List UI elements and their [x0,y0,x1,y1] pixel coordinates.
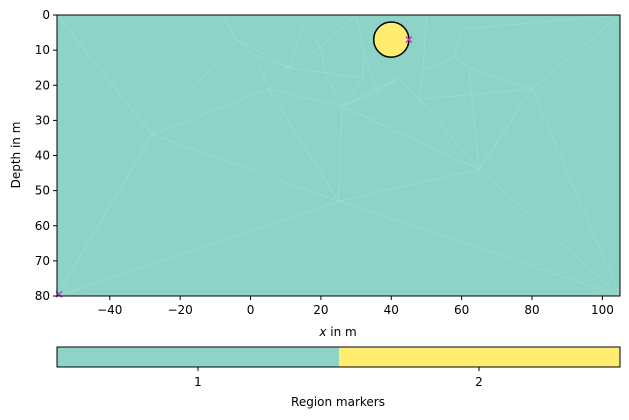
region-1-area [57,15,620,296]
y-tick-label: 0 [42,8,50,22]
mesh-edge [324,71,343,107]
x-tick-label: 0 [247,303,255,317]
mesh-edge [151,39,237,135]
mesh-edge [222,15,237,40]
mesh-edge [341,106,480,170]
y-axis-label: Depth in m [9,122,23,189]
mesh-edge [355,15,364,51]
mesh-edge [341,91,378,107]
region-2-circle [372,21,410,58]
x-tick-label: 20 [313,303,328,317]
x-tick-label: 60 [454,303,469,317]
mesh-edge [57,134,153,296]
mesh-edge [531,88,620,296]
mesh-edge [422,15,427,72]
mesh-edge [398,78,420,100]
mesh-edge [419,99,480,170]
x-tick-label: 80 [524,303,539,317]
mesh-edge [320,15,357,47]
mesh-edge [236,39,290,68]
mesh-edge [531,15,620,89]
mesh-edge [468,67,480,170]
mesh-edge [377,77,399,93]
mesh-edge [422,56,455,72]
colorbar-label: Region markers [291,395,385,409]
mesh-edge [57,15,153,135]
x-axis-label: x in m [318,325,356,339]
mesh-edge [289,46,322,68]
colorbar-frame [56,346,621,368]
y-tick-label: 60 [35,219,50,233]
y-tick-label: 20 [35,78,50,92]
mesh-edge [468,67,533,90]
mesh-edge [236,39,258,58]
mesh-edge [341,78,364,107]
mesh-edge [288,25,304,68]
y-axis: 0 10 20 30 40 50 60 70 80 [35,8,57,303]
y-tick-label: 10 [35,43,50,57]
x-tick-label: 40 [384,303,399,317]
mesh-triangulation [57,15,620,296]
mesh-edge [289,67,364,79]
colorbar-segment-1 [57,347,339,367]
electrode-marker [405,36,413,44]
y-tick-label: 30 [35,113,50,127]
x-tick-label: −20 [167,303,192,317]
y-tick-label: 70 [35,254,50,268]
colorbar-tick-label: 2 [475,375,483,389]
mesh-edge [419,71,424,100]
mesh-edge [303,25,322,47]
mesh-edge [320,46,325,72]
x-axis-label-unit: in m [326,325,356,339]
mesh-edge [338,169,480,202]
x-tick-label: 100 [591,303,614,317]
mesh-edge [419,88,533,100]
mesh-plot [55,14,621,298]
mesh-edge [57,200,339,296]
x-axis-label-variable: x [318,325,327,339]
x-axis: −40 −20 0 20 40 60 80 100 [97,296,614,317]
colorbar: 1 2 Region markers [56,346,621,409]
mesh-edge [478,88,533,170]
mesh-edge [151,134,339,202]
y-tick-label: 80 [35,289,50,303]
mesh-edge [151,88,269,135]
mesh-edge [454,56,469,68]
mesh-edge [257,57,269,89]
mesh-edge [267,67,290,89]
mesh-edge [362,50,378,93]
colorbar-segment-2 [339,347,620,367]
mesh-edge [267,88,339,202]
x-tick-label: −40 [97,303,122,317]
y-tick-label: 40 [35,149,50,163]
mesh-edge [454,28,462,58]
y-tick-label: 50 [35,184,50,198]
mesh-edge [461,15,620,30]
mesh-edge [341,77,399,107]
mesh-edge [479,169,620,296]
mesh-edge [338,200,620,296]
mesh-edge [257,56,290,68]
mesh-edge [268,88,343,107]
colorbar-tick-label: 1 [194,375,202,389]
mesh-edge [338,106,343,202]
